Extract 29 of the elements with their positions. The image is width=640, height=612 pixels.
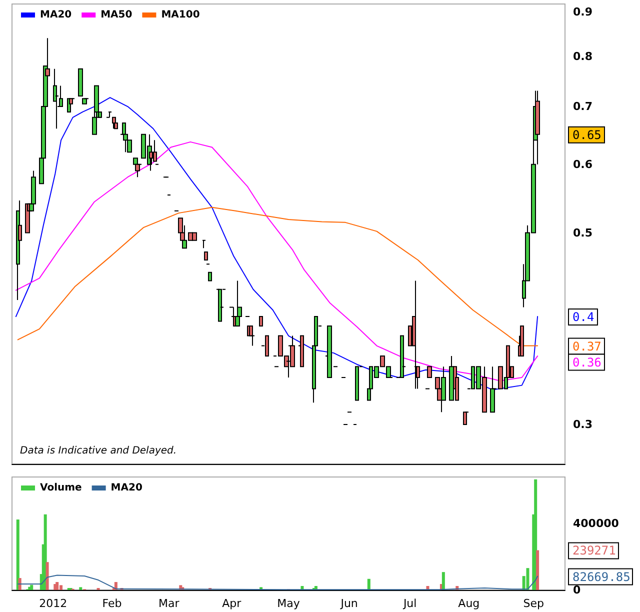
x-tick-label: Sep <box>523 597 544 610</box>
annotation: 0.4 <box>572 310 594 324</box>
x-tick-label: Jun <box>340 597 358 610</box>
legend-label: MA50 <box>100 10 132 20</box>
x-tick-label: Jul <box>402 597 417 610</box>
y-tick-label: 0.6 <box>573 158 593 171</box>
legend-label: MA100 <box>161 10 200 20</box>
x-tick-label: Apr <box>222 597 242 610</box>
x-tick-label: Aug <box>458 597 480 610</box>
y-tick-label: 0.8 <box>573 50 592 63</box>
y-tick-label: 0.5 <box>573 226 592 240</box>
annotation: 0.65 <box>572 128 602 142</box>
annotation: 0.37 <box>572 339 602 354</box>
x-tick-label: 2012 <box>39 597 68 610</box>
y-tick-label: 0 <box>573 584 581 596</box>
y-tick-label: 0.9 <box>573 6 592 19</box>
annotation: 0.36 <box>572 355 602 370</box>
legend-label: MA20 <box>40 10 72 20</box>
annotation: Data is Indicative and Delayed. <box>20 446 177 456</box>
y-tick-label: 0.3 <box>573 418 592 431</box>
legend-label: Volume <box>40 482 82 494</box>
annotation: 82669.85 <box>572 570 630 584</box>
y-tick-label: 0.7 <box>573 100 592 114</box>
y-tick-label: 400000 <box>573 517 620 530</box>
x-tick-label: May <box>277 597 300 610</box>
legend-label: MA20 <box>110 482 142 494</box>
x-tick-label: Feb <box>102 597 122 610</box>
annotation: 239271 <box>572 544 616 558</box>
x-tick-label: Mar <box>158 597 180 610</box>
